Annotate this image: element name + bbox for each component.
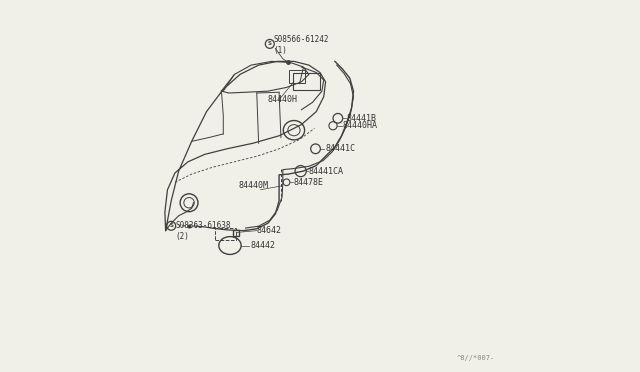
Text: S08363-61638
(2): S08363-61638 (2) <box>175 221 231 241</box>
Text: 84441C: 84441C <box>325 144 355 153</box>
Text: 84440M: 84440M <box>238 182 268 190</box>
Text: ^8//*007-: ^8//*007- <box>456 355 495 361</box>
Text: 84442: 84442 <box>250 241 275 250</box>
Text: 84441B: 84441B <box>347 114 377 123</box>
Text: S08566-61242
(1): S08566-61242 (1) <box>273 35 329 55</box>
Text: S: S <box>268 41 272 46</box>
Text: 84440HA: 84440HA <box>342 121 378 130</box>
Text: 84440H: 84440H <box>268 95 298 104</box>
Text: S: S <box>169 223 173 228</box>
Text: 84478E: 84478E <box>294 178 324 187</box>
Text: 84441CA: 84441CA <box>309 167 344 176</box>
Text: 84642: 84642 <box>257 226 282 235</box>
